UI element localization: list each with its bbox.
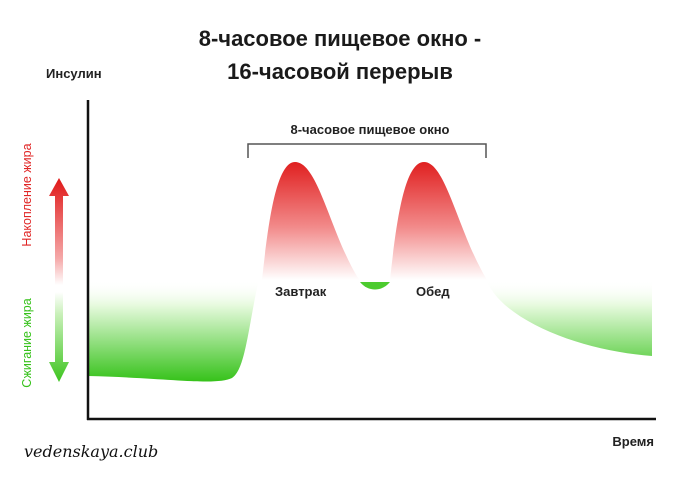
lunch-insulin-peak: [390, 162, 487, 280]
eating-window-bracket: [247, 143, 487, 158]
title-line-2: 16-часовой перерыв: [227, 59, 453, 84]
fat-burning-label: Сжигание жира: [20, 298, 34, 388]
y-axis-label: Инсулин: [46, 66, 102, 81]
fat-storage-label: Накопление жира: [20, 143, 34, 247]
diagram-title: 8-часовое пищевое окно - 16-часовой пере…: [0, 22, 680, 88]
fat-burning-arrow: [49, 292, 69, 382]
fat-burning-area: [88, 280, 652, 382]
watermark: vedenskaya.club: [24, 442, 159, 461]
fat-burning-dip: [360, 282, 390, 290]
breakfast-label: Завтрак: [275, 284, 327, 299]
title-line-1: 8-часовое пищевое окно -: [198, 26, 482, 51]
breakfast-insulin-peak: [262, 162, 360, 280]
x-axis-label: Время: [612, 434, 654, 449]
eating-window-label: 8-часовое пищевое окно: [290, 122, 450, 137]
fat-storage-arrow: [49, 178, 69, 285]
lunch-label: Обед: [416, 284, 450, 299]
